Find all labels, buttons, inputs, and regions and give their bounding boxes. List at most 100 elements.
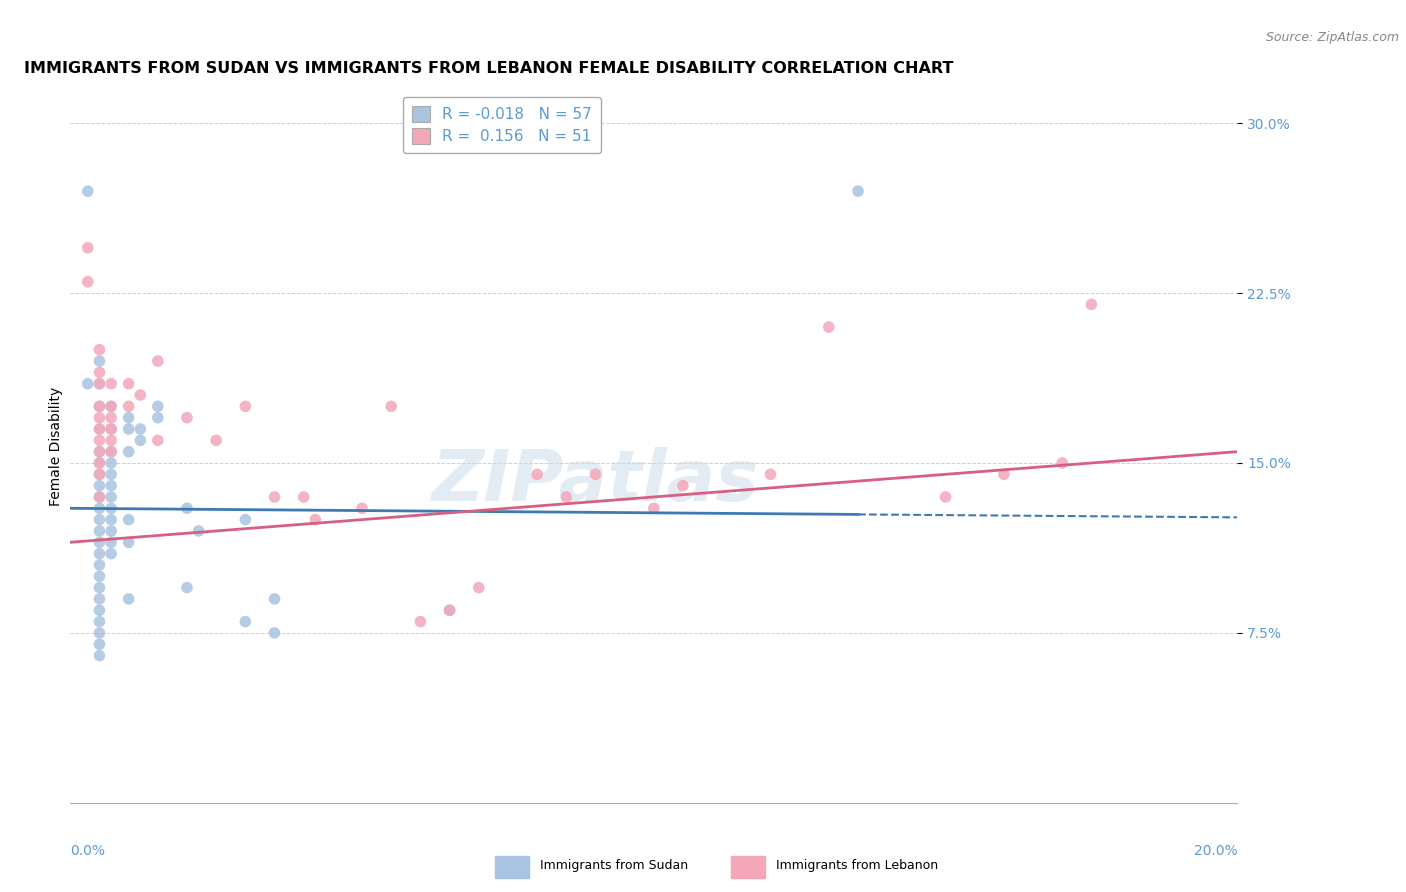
Point xyxy=(233,400,256,414)
Point xyxy=(89,603,111,617)
Point xyxy=(672,478,695,492)
Text: Source: ZipAtlas.com: Source: ZipAtlas.com xyxy=(1265,31,1399,45)
Point xyxy=(1080,297,1102,311)
Point xyxy=(76,241,98,255)
Point xyxy=(100,501,122,516)
Point xyxy=(263,591,285,606)
Point xyxy=(89,535,111,549)
Point xyxy=(100,444,122,458)
Point xyxy=(89,490,111,504)
Point xyxy=(187,524,209,538)
Point xyxy=(89,444,111,458)
Point xyxy=(76,275,98,289)
Point xyxy=(146,354,169,368)
Point xyxy=(76,184,98,198)
Point xyxy=(233,513,256,527)
Point xyxy=(118,535,141,549)
Point xyxy=(100,490,122,504)
Point xyxy=(89,365,111,379)
Point xyxy=(380,400,402,414)
Point xyxy=(89,456,111,470)
Point xyxy=(100,524,122,538)
Point xyxy=(100,444,122,458)
Point xyxy=(292,490,315,504)
Point xyxy=(468,581,491,595)
Point xyxy=(263,490,285,504)
Point xyxy=(89,467,111,482)
Point xyxy=(89,637,111,651)
Point xyxy=(439,603,461,617)
Text: 0.0%: 0.0% xyxy=(70,844,105,857)
Point xyxy=(100,410,122,425)
Point xyxy=(89,501,111,516)
Point xyxy=(89,524,111,538)
Point xyxy=(76,376,98,391)
Point xyxy=(304,513,326,527)
Point xyxy=(100,513,122,527)
Point xyxy=(89,422,111,436)
Point xyxy=(233,615,256,629)
Point xyxy=(89,376,111,391)
Legend: R = -0.018   N = 57, R =  0.156   N = 51: R = -0.018 N = 57, R = 0.156 N = 51 xyxy=(402,97,602,153)
Point xyxy=(118,376,141,391)
Point xyxy=(89,558,111,572)
Point xyxy=(89,444,111,458)
Text: IMMIGRANTS FROM SUDAN VS IMMIGRANTS FROM LEBANON FEMALE DISABILITY CORRELATION C: IMMIGRANTS FROM SUDAN VS IMMIGRANTS FROM… xyxy=(24,61,953,76)
Point xyxy=(176,501,198,516)
Point xyxy=(146,400,169,414)
Point xyxy=(146,434,169,448)
Point xyxy=(1050,456,1074,470)
Point xyxy=(585,467,607,482)
Text: Immigrants from Lebanon: Immigrants from Lebanon xyxy=(776,859,938,871)
Point xyxy=(118,422,141,436)
Point xyxy=(118,444,141,458)
Point xyxy=(89,478,111,492)
Point xyxy=(176,410,198,425)
Point xyxy=(89,467,111,482)
Point xyxy=(89,410,111,425)
Point xyxy=(89,422,111,436)
Point xyxy=(89,354,111,368)
Point xyxy=(129,422,152,436)
Point xyxy=(555,490,578,504)
Point xyxy=(118,591,141,606)
Point xyxy=(934,490,956,504)
Text: 20.0%: 20.0% xyxy=(1194,844,1237,857)
Point xyxy=(100,478,122,492)
Point xyxy=(205,434,228,448)
Point xyxy=(89,569,111,583)
Point xyxy=(846,184,869,198)
Point xyxy=(100,434,122,448)
Point xyxy=(89,400,111,414)
Point xyxy=(100,535,122,549)
Point xyxy=(176,581,198,595)
Point xyxy=(818,320,841,334)
Point xyxy=(89,626,111,640)
Point xyxy=(100,422,122,436)
Text: Immigrants from Sudan: Immigrants from Sudan xyxy=(540,859,688,871)
Point xyxy=(409,615,432,629)
Point xyxy=(759,467,782,482)
Point xyxy=(89,615,111,629)
Point xyxy=(89,456,111,470)
Point xyxy=(352,501,374,516)
Text: ZIPatlas: ZIPatlas xyxy=(432,447,759,516)
Point xyxy=(89,400,111,414)
Point xyxy=(100,467,122,482)
Point xyxy=(100,376,122,391)
Point xyxy=(100,400,122,414)
Point xyxy=(643,501,665,516)
Point xyxy=(89,513,111,527)
Point xyxy=(89,490,111,504)
Point xyxy=(89,547,111,561)
Point xyxy=(89,648,111,663)
Bar xyxy=(731,856,765,878)
Point xyxy=(100,422,122,436)
Y-axis label: Female Disability: Female Disability xyxy=(49,386,63,506)
Point xyxy=(89,591,111,606)
Point xyxy=(146,410,169,425)
Point xyxy=(263,626,285,640)
Point xyxy=(118,513,141,527)
Point xyxy=(993,467,1015,482)
Point xyxy=(100,400,122,414)
